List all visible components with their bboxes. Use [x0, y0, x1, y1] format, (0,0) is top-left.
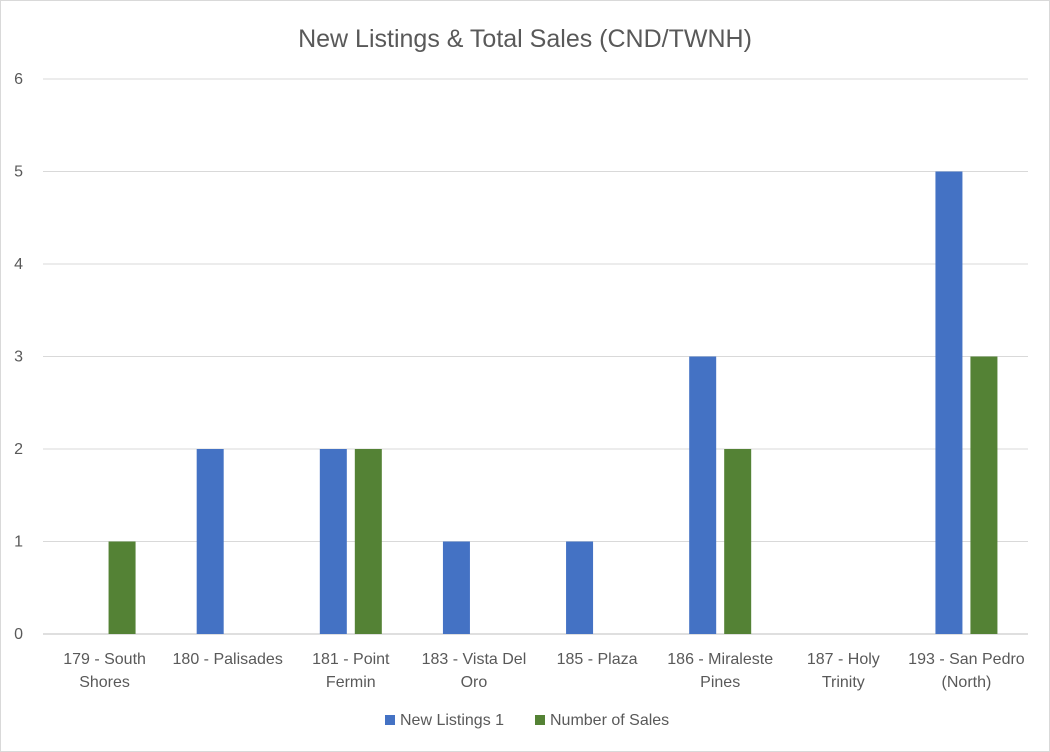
y-axis-ticks: 0 1 2 3 4 5 6 [14, 71, 23, 643]
chart-title: New Listings & Total Sales (CND/TWNH) [298, 25, 752, 53]
bar-number-of-sales [724, 449, 752, 634]
x-tick-label: 179 - South Shores [63, 651, 146, 691]
x-tick-label-line: 193 - San Pedro [908, 651, 1025, 668]
legend: New Listings 1 Number of Sales [385, 712, 669, 729]
x-tick-label: 186 - Miraleste Pines [667, 651, 773, 691]
bar-number-of-sales [970, 356, 998, 634]
x-tick-label-line: Shores [79, 674, 130, 691]
bar-number-of-sales [108, 541, 136, 634]
legend-label: Number of Sales [550, 712, 669, 729]
legend-label: New Listings 1 [400, 712, 504, 729]
legend-swatch [385, 715, 395, 725]
x-tick-label: 180 - Palisades [173, 651, 283, 668]
x-axis-ticks: 179 - South Shores 180 - Palisades 181 - Po… [63, 651, 1025, 691]
bars [108, 171, 998, 634]
x-tick-label-line: 185 - Plaza [557, 651, 638, 668]
x-tick-label-line: Trinity [822, 674, 865, 691]
x-tick-label-line: 179 - South [63, 651, 146, 668]
x-tick-label-line: Oro [461, 674, 488, 691]
bar-new-listings [319, 449, 347, 634]
y-tick-label: 0 [14, 626, 23, 643]
y-tick-label: 2 [14, 441, 23, 458]
bar-new-listings [935, 171, 963, 634]
y-tick-label: 6 [14, 71, 23, 88]
x-tick-label-line: 181 - Point [312, 651, 390, 668]
legend-swatch [535, 715, 545, 725]
x-tick-label-line: 180 - Palisades [173, 651, 283, 668]
x-tick-label: 185 - Plaza [557, 651, 638, 668]
x-tick-label-line: Pines [700, 674, 740, 691]
bar-number-of-sales [354, 449, 382, 634]
x-tick-label: 187 - Holy Trinity [807, 651, 880, 691]
x-tick-label-line: (North) [942, 674, 992, 691]
bar-new-listings [566, 541, 594, 634]
bar-new-listings [689, 356, 717, 634]
y-tick-label: 4 [14, 256, 23, 273]
x-tick-label-line: 187 - Holy [807, 651, 880, 668]
y-tick-label: 3 [14, 349, 23, 366]
x-tick-label-line: 183 - Vista Del [422, 651, 527, 668]
gridlines [43, 78, 1028, 635]
bar-new-listings [196, 449, 224, 634]
x-tick-label-line: Fermin [326, 674, 376, 691]
y-tick-label: 5 [14, 164, 23, 181]
x-tick-label-line: 186 - Miraleste [667, 651, 773, 668]
y-tick-label: 1 [14, 534, 23, 551]
bar-new-listings [442, 541, 470, 634]
x-tick-label: 181 - Point Fermin [312, 651, 390, 691]
x-tick-label: 193 - San Pedro (North) [908, 651, 1025, 691]
x-tick-label: 183 - Vista Del Oro [422, 651, 527, 691]
